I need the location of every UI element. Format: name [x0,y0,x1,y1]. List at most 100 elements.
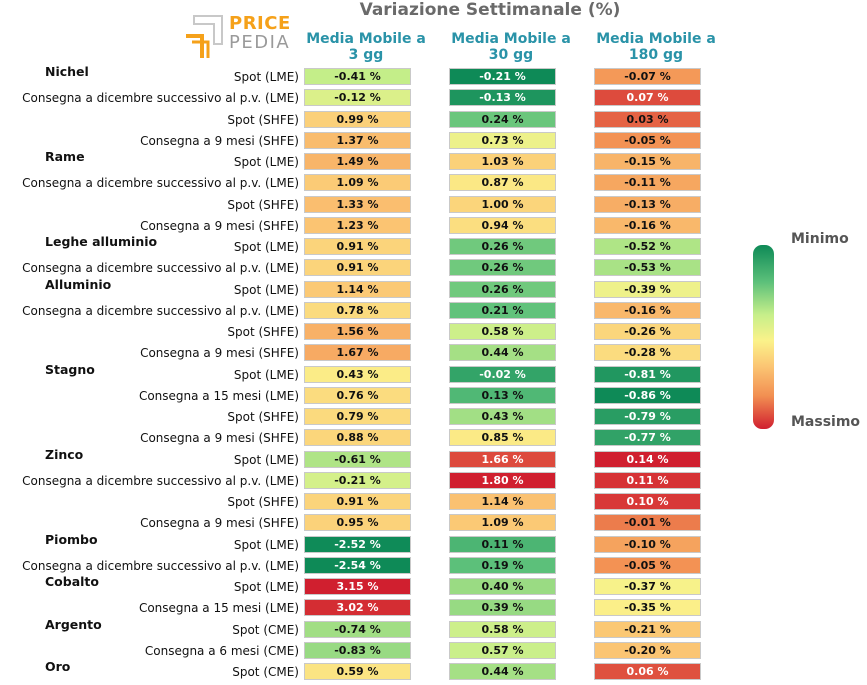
heatmap-cell: 0.57 % [449,641,556,659]
group-label: Leghe alluminio [45,234,158,249]
group-label: Cobalto [45,574,99,589]
heatmap-cell: 0.43 % [449,408,556,425]
row-label: Spot (LME) [233,367,299,382]
row-label: Consegna a 9 mesi (SHFE) [140,431,299,446]
row-label: Spot (CME) [232,622,299,637]
logo-word-pedia: PEDIA [229,32,291,53]
row-label: Consegna a 15 mesi (LME) [138,388,299,403]
pricepedia-logo [186,15,223,58]
heatmap-cell: -0.05 % [594,131,701,149]
heatmap-cell: 1.67 % [304,344,411,362]
row-label: Consegna a 15 mesi (LME) [138,601,299,616]
heatmap-cell: 0.73 % [449,131,556,149]
heatmap-cell: -0.16 % [594,301,701,319]
heatmap-cell: 1.14 % [304,280,411,298]
heatmap-cell: -0.53 % [594,259,701,277]
row-label: Consegna a dicembre successivo al p.v. (… [22,91,299,106]
heatmap-cell: -0.79 % [594,408,701,425]
heatmap-cell: -0.37 % [594,578,701,595]
row-label: Consegna a 9 mesi (SHFE) [140,516,299,531]
heatmap-cell: -0.83 % [304,641,411,659]
row-label: Consegna a 9 mesi (SHFE) [140,218,299,233]
row-label: Consegna a dicembre successivo al p.v. (… [22,303,299,318]
heatmap-cell: 3.15 % [304,578,411,595]
group-label: Oro [45,659,71,674]
heatmap-cell: 0.59 % [304,663,411,680]
row-label: Spot (LME) [233,282,299,297]
heatmap-cell: 0.39 % [449,599,556,617]
heatmap-cell: -0.07 % [594,68,701,85]
row-label: Spot (LME) [233,580,299,594]
row-label: Spot (SHFE) [227,112,299,127]
heatmap-cell: 0.43 % [304,365,411,383]
color-scale-legend [753,245,774,429]
row-label: Spot (LME) [233,70,299,84]
row-label: Consegna a dicembre successivo al p.v. (… [22,473,299,488]
heatmap-cell: -0.10 % [594,535,701,553]
row-label: Consegna a dicembre successivo al p.v. (… [22,176,299,191]
logo-word-price: PRICE [229,13,291,34]
heatmap-cell: -0.05 % [594,556,701,574]
heatmap-cell: -0.26 % [594,323,701,340]
row-label: Consegna a 9 mesi (SHFE) [140,346,299,361]
heatmap-cell: 1.00 % [449,195,556,213]
column-header-3: Media Mobile a 180 gg [596,31,716,63]
heatmap-cell: -0.01 % [594,514,701,532]
heatmap-cell: 1.33 % [304,195,411,213]
heatmap-cell: 0.03 % [594,110,701,128]
heatmap-cell: 0.91 % [304,238,411,255]
row-label: Consegna a 6 mesi (CME) [144,643,299,658]
legend-max-label: Massimo [791,414,861,430]
heatmap-cell: 0.78 % [304,301,411,319]
heatmap-cell: -0.11 % [594,174,701,192]
row-label: Spot (SHFE) [227,495,299,509]
heatmap-cell: 0.85 % [449,429,556,447]
heatmap-cell: 0.99 % [304,110,411,128]
column-header-2: Media Mobile a 30 gg [451,31,571,63]
heatmap-cell: 0.06 % [594,663,701,680]
row-label: Spot (LME) [233,155,299,169]
heatmap-cell: 0.26 % [449,259,556,277]
heatmap-cell: 0.10 % [594,493,701,510]
heatmap-cell: -0.13 % [594,195,701,213]
heatmap-cell: -0.52 % [594,238,701,255]
row-label: Consegna a dicembre successivo al p.v. (… [22,261,299,276]
heatmap-cell: -0.39 % [594,280,701,298]
heatmap-cell: -0.86 % [594,386,701,404]
heatmap-cell: -0.41 % [304,68,411,85]
group-label: Argento [45,616,102,632]
heatmap-cell: 0.87 % [449,174,556,192]
heatmap-cell: -0.61 % [304,450,411,468]
heatmap-cell: 1.09 % [304,174,411,192]
row-label: Spot (SHFE) [227,325,299,339]
heatmap-cell: 0.91 % [304,259,411,277]
heatmap-cell: 0.58 % [449,620,556,638]
heatmap-cell: -0.15 % [594,153,701,170]
heatmap-cell: 0.91 % [304,493,411,510]
heatmap-cell: 0.44 % [449,663,556,680]
heatmap-cell: 0.88 % [304,429,411,447]
heatmap-cell: 1.37 % [304,131,411,149]
heatmap-cell: 0.44 % [449,344,556,362]
heatmap-cell: 0.24 % [449,110,556,128]
heatmap-cell: -2.54 % [304,556,411,574]
heatmap-cell: 1.66 % [449,450,556,468]
heatmap-cell: 1.09 % [449,514,556,532]
heatmap-cell: 1.80 % [449,471,556,489]
heatmap-cell: -0.12 % [304,89,411,107]
heatmap-cell: -0.77 % [594,429,701,447]
heatmap-cell: 0.76 % [304,386,411,404]
row-label: Spot (LME) [233,240,299,254]
row-label: Spot (SHFE) [227,197,299,212]
heatmap-cell: 0.11 % [449,535,556,553]
heatmap-cell: 1.56 % [304,323,411,340]
row-label: Spot (LME) [233,452,299,467]
heatmap-cell: 1.14 % [449,493,556,510]
group-label: Stagno [45,361,95,377]
group-label: Alluminio [45,276,112,292]
heatmap-cell: -0.28 % [594,344,701,362]
row-label: Consegna a 9 mesi (SHFE) [140,133,299,148]
row-label: Spot (SHFE) [227,410,299,424]
heatmap-cell: 0.94 % [449,216,556,234]
